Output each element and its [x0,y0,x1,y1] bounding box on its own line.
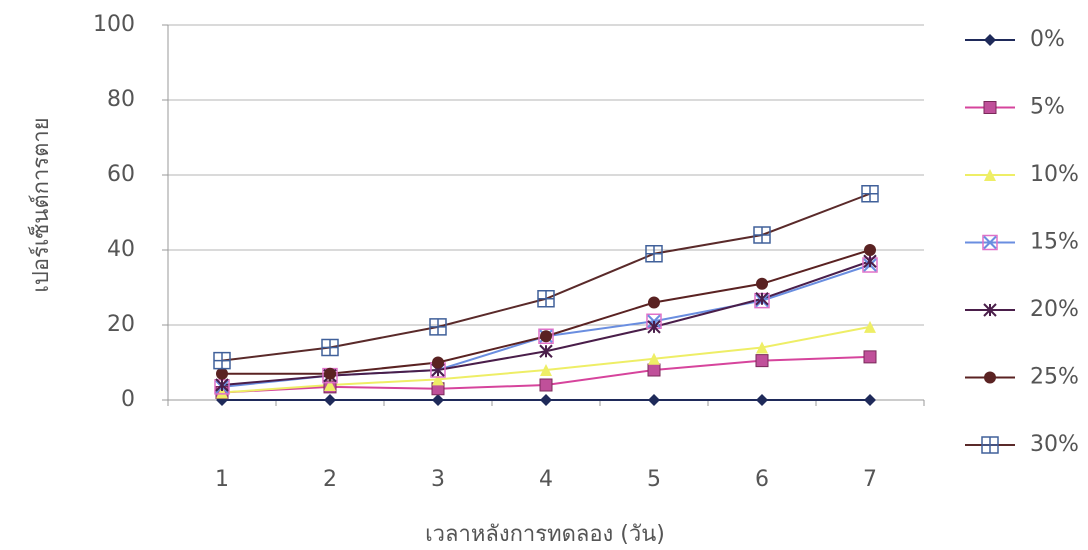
marker-shape [984,34,996,46]
marker [864,244,876,256]
marker-shape [982,234,998,251]
marker-shape [863,350,877,364]
marker-shape [538,328,554,344]
marker [540,394,552,406]
marker [324,394,336,406]
y-tick-label: 0 [121,387,135,412]
marker [756,394,768,406]
marker-shape [864,394,876,406]
marker-shape [539,378,553,392]
y-tick-label: 80 [107,87,135,112]
marker-shape [755,354,769,368]
marker [213,351,231,370]
marker-shape [647,363,661,377]
marker-shape [756,394,768,406]
marker [753,226,771,244]
marker [648,296,660,309]
marker [539,378,553,392]
marker-shape [216,386,228,399]
marker [983,303,997,317]
marker [756,277,768,290]
marker [647,363,661,377]
marker [647,320,661,334]
marker [863,254,877,268]
legend-label: 5% [1030,95,1065,120]
legend-label: 30% [1030,432,1079,457]
marker [755,354,769,368]
marker-shape [324,379,336,391]
y-tick-label: 40 [107,237,135,262]
x-tick-label: 3 [431,467,445,492]
marker [429,318,447,336]
x-tick-label: 7 [863,467,877,492]
marker [216,367,228,380]
marker-shape [432,373,444,386]
marker [864,320,876,333]
marker [432,356,444,369]
marker [539,344,553,358]
marker-shape [983,235,997,250]
marker [648,394,660,406]
marker [540,330,552,343]
marker [983,101,997,114]
marker-shape [540,330,552,343]
legend-label: 10% [1030,162,1079,187]
marker [756,341,768,354]
x-tick-label: 1 [215,467,229,492]
x-tick-label: 5 [647,467,661,492]
marker [984,371,996,384]
marker-shape [432,356,444,369]
marker [215,378,229,392]
y-tick-label: 60 [107,162,135,187]
marker [755,292,769,306]
legend-label: 20% [1030,297,1079,322]
marker [861,185,879,203]
marker [537,290,555,308]
marker [982,234,998,251]
x-axis-label: เวลาหลังการทดลอง (วัน) [425,522,665,547]
marker-shape [324,394,336,406]
marker [432,373,444,386]
x-tick-label: 2 [323,467,337,492]
marker-shape [540,364,552,376]
marker-shape [324,367,336,380]
x-tick-label: 4 [539,467,553,492]
marker-shape [540,394,552,406]
marker-shape [983,101,997,114]
marker [984,34,996,46]
marker [864,394,876,406]
marker-shape [216,367,228,380]
y-tick-label: 100 [93,12,135,37]
marker [432,394,444,406]
marker [645,245,663,263]
marker-shape [984,169,996,181]
marker [216,386,228,399]
legend-label: 15% [1030,230,1079,255]
marker-shape [648,352,660,365]
marker [984,169,996,181]
y-tick-label: 20 [107,312,135,337]
marker-shape [432,394,444,406]
marker-shape [984,371,996,384]
marker [863,350,877,364]
marker [981,436,999,454]
marker [324,379,336,391]
marker [540,364,552,376]
marker [321,338,339,357]
marker-shape [756,341,768,354]
marker [324,367,336,380]
legend-label: 25% [1030,365,1079,390]
marker-shape [756,277,768,290]
marker [648,352,660,365]
marker-shape [864,244,876,256]
marker-shape [648,296,660,309]
x-tick-label: 6 [755,467,769,492]
marker-shape [864,320,876,333]
y-axis-label: เปอร์เซ็นต์การตาย [26,117,54,292]
legend-label: 0% [1030,27,1065,52]
marker-shape [648,394,660,406]
